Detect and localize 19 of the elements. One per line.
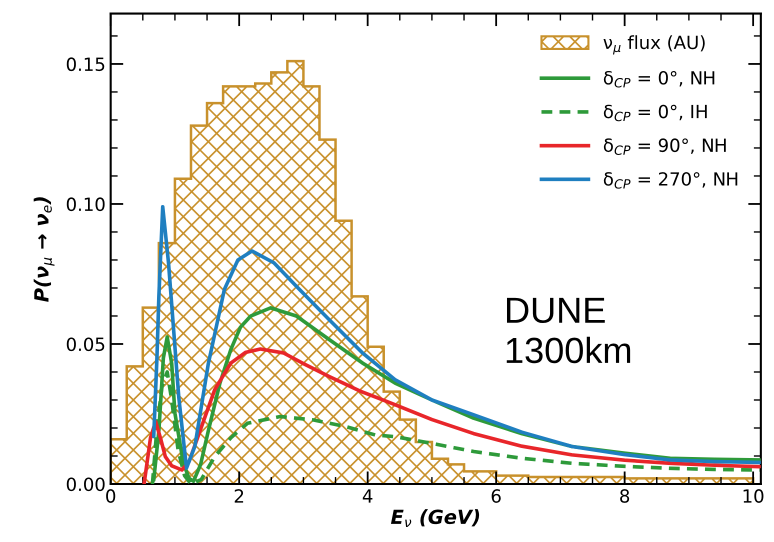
y-tick-label: 0.05: [66, 337, 104, 352]
x-tick-label: 2: [234, 489, 244, 503]
y-tick-label: 0.10: [66, 197, 105, 212]
x-tick-label: 10: [744, 489, 764, 503]
line-series: [152, 204, 761, 470]
legend-label: δ$_{CP}$ = 0°, IH: [604, 104, 707, 122]
y-tick-label: 0.00: [66, 477, 105, 492]
legend-label: δ$_{CP}$ = 270°, NH: [604, 172, 738, 189]
x-tick-label: 8: [620, 489, 630, 503]
y-axis-title: P(ν$_{μ}$ → ν$_{e}$): [34, 197, 54, 302]
legend-label: δ$_{CP}$ = 90°, NH: [604, 138, 726, 155]
annotation: DUNE 1300km: [506, 298, 630, 364]
x-tick-label: 4: [362, 489, 372, 503]
x-axis-title: E$_{ν}$ (GeV): [390, 509, 480, 528]
x-tick-label: 0: [106, 489, 116, 503]
legend-label: δ$_{CP}$ = 0°, NH: [604, 70, 714, 88]
y-tick-label: 0.15: [66, 57, 104, 72]
x-tick-label: 6: [492, 489, 501, 503]
legend-label: ν$_{μ}$ flux (AU): [604, 35, 705, 55]
